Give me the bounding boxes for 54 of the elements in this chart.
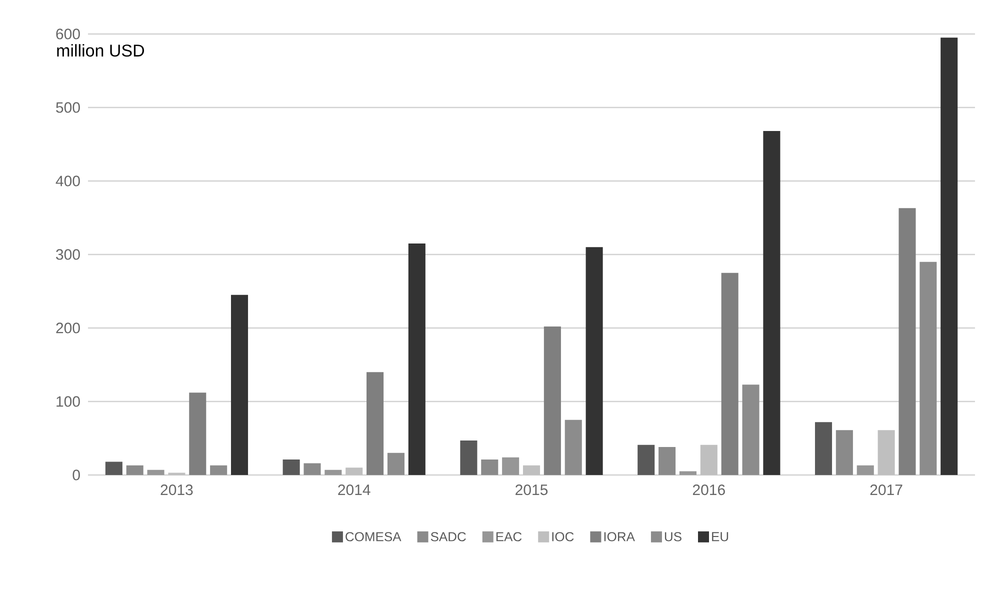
bar [940,38,958,475]
y-tick-label: 300 [56,249,80,260]
bar [189,392,206,475]
bar [522,465,540,475]
bar [460,440,478,475]
bar [282,460,300,475]
bar [210,465,228,475]
bar [898,208,916,475]
bar [324,470,342,475]
bar [564,420,582,475]
bar [679,471,696,475]
y-tick-label: 400 [56,176,80,186]
bar [408,243,426,475]
bar [878,430,895,475]
bar [147,470,164,475]
legend-label: IOC [552,532,574,542]
bar [105,462,122,475]
bar [814,422,832,475]
bar [230,294,248,475]
bar [700,444,718,475]
bar [502,457,520,475]
x-tick-label: 2016 [692,484,725,496]
bar [763,131,780,475]
bar [366,372,384,475]
legend-label: SADC [430,532,466,542]
bar [836,430,853,475]
bar [638,444,655,475]
y-tick-label: 500 [56,102,80,113]
x-tick-label: 2013 [160,484,193,496]
legend-label: EAC [496,532,522,542]
bar [856,465,874,475]
bar [126,465,144,475]
bar [387,452,404,475]
x-tick-label: 2017 [870,484,902,496]
bar [481,460,498,475]
bar [544,326,561,475]
x-tick-label: 2015 [516,484,548,496]
bar [346,468,363,475]
legend-label: COMESA [346,532,402,542]
y-tick-label: 100 [56,396,80,407]
bar [920,262,937,475]
bar [304,463,321,475]
x-tick-label: 2014 [338,484,370,496]
bar [721,272,738,475]
bar [586,247,603,475]
legend-label: US [664,532,682,542]
legend-label: EU [712,532,728,542]
y-tick-label: 600 [56,28,80,40]
bar [658,447,676,475]
bar [742,384,760,475]
y-tick-label: 200 [56,322,80,334]
y-tick-label: 0 [72,470,80,480]
y-axis-title: million USD [57,44,144,57]
legend-label: IORA [604,532,635,542]
